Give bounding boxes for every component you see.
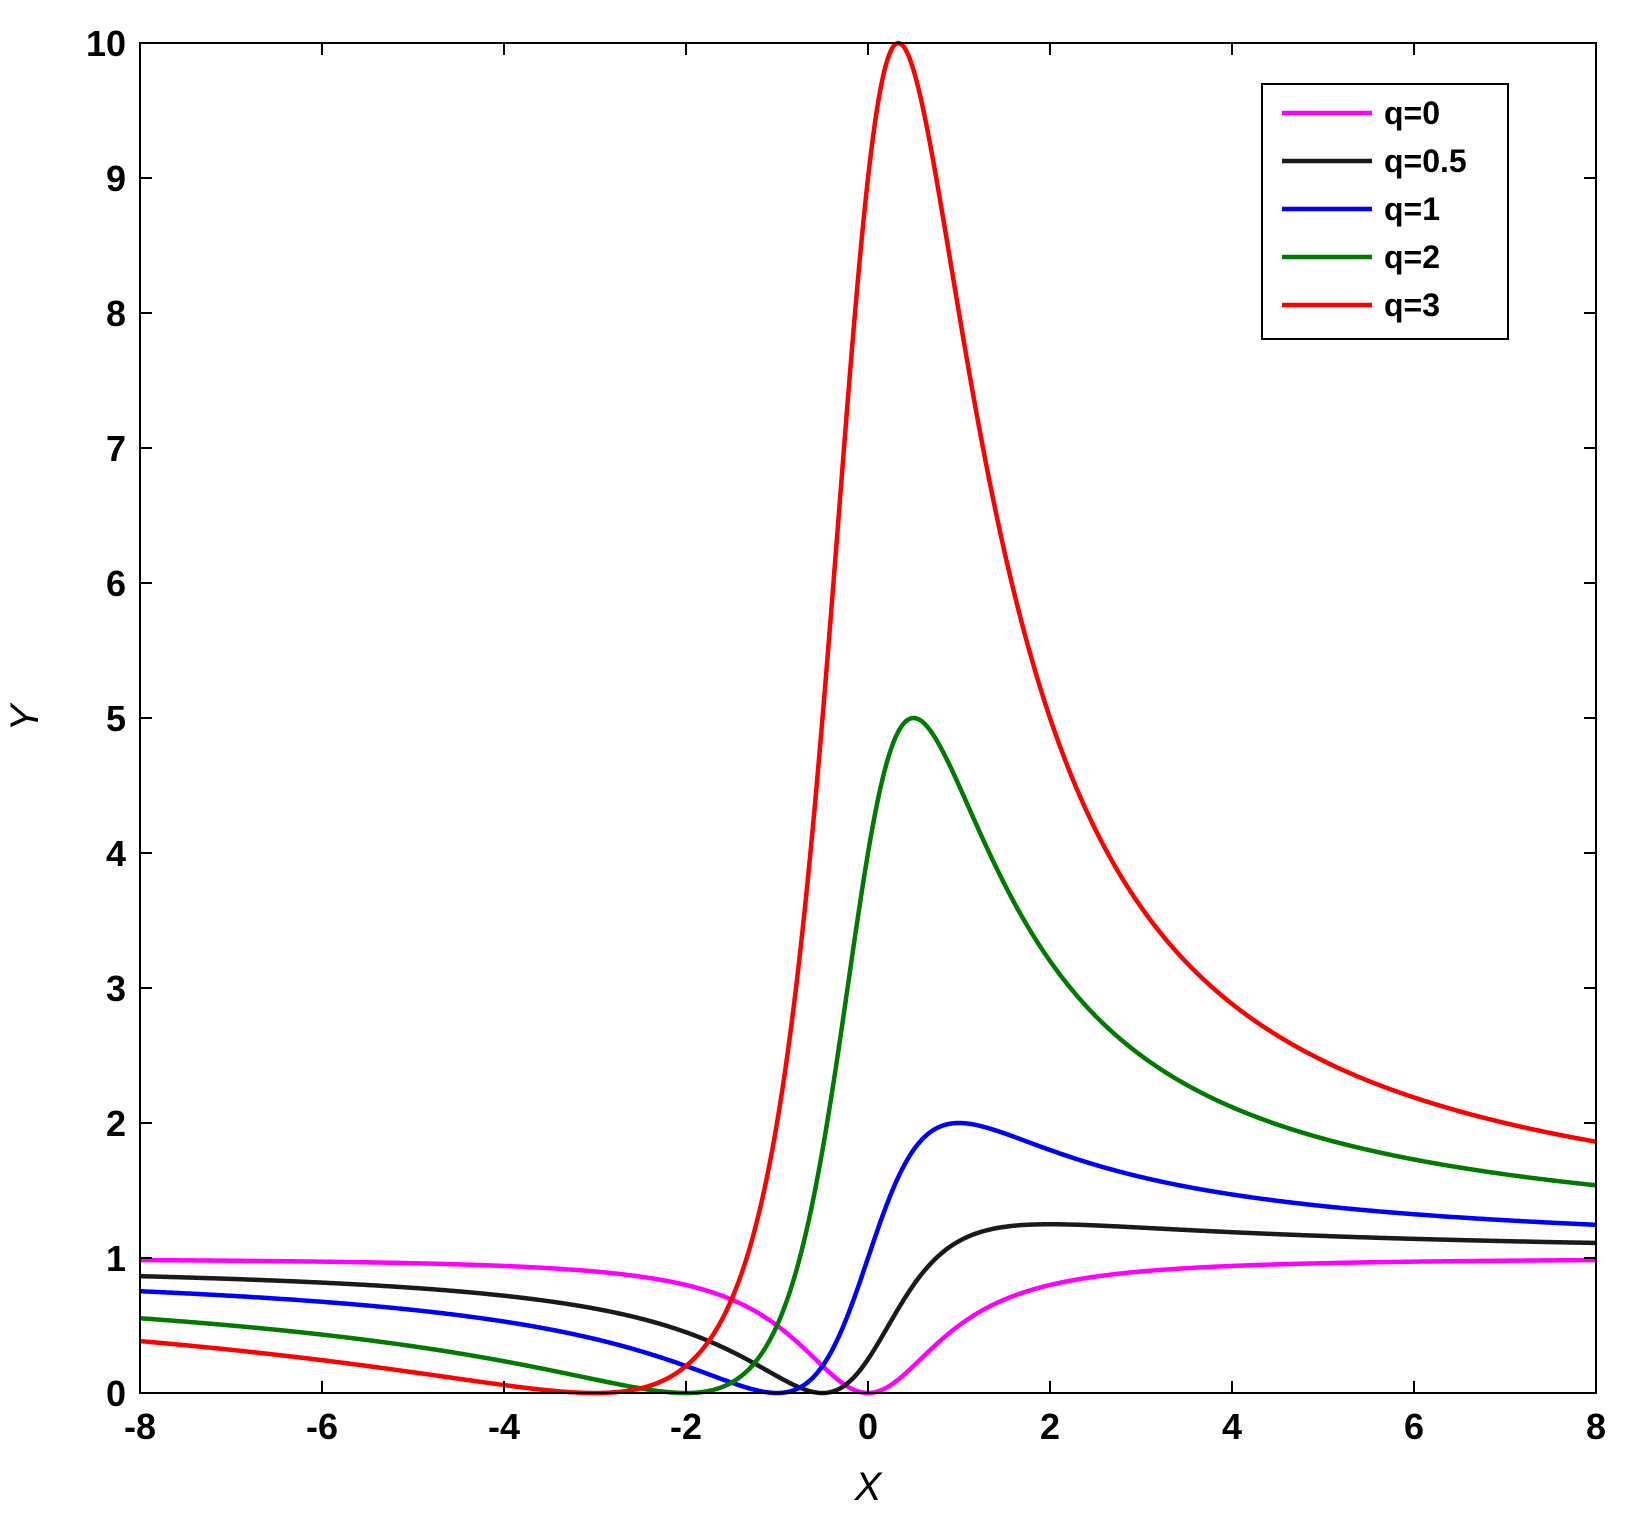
- x-tick-label: -6: [306, 1406, 338, 1447]
- legend-label: q=0: [1384, 95, 1440, 131]
- legend-label: q=0.5: [1384, 143, 1467, 179]
- y-tick-label: 4: [106, 833, 126, 874]
- y-tick-label: 7: [106, 428, 126, 469]
- x-tick-label: 6: [1404, 1406, 1424, 1447]
- x-tick-label: 0: [858, 1406, 878, 1447]
- series-line-q-3: [139, 40, 1597, 1396]
- x-axis-ticks: -8 -6 -4 -2 0 2 4 6 8: [124, 43, 1606, 1447]
- x-tick-label: -4: [488, 1406, 520, 1447]
- x-tick-label: -2: [670, 1406, 702, 1447]
- y-tick-label: 10: [86, 23, 126, 64]
- series-curves: [139, 40, 1597, 1396]
- y-tick-label: 5: [106, 698, 126, 739]
- x-tick-label: 4: [1222, 1406, 1242, 1447]
- y-axis-label: Y: [3, 701, 47, 731]
- x-tick-label: 2: [1040, 1406, 1060, 1447]
- y-tick-label: 2: [106, 1103, 126, 1144]
- series-line-q-1: [139, 1120, 1597, 1396]
- series-line-q-2: [139, 715, 1597, 1396]
- legend-box: [1261, 83, 1509, 340]
- x-tick-label: 8: [1586, 1406, 1606, 1447]
- y-tick-label: 6: [106, 563, 126, 604]
- y-tick-label: 8: [106, 293, 126, 334]
- x-tick-label: -8: [124, 1406, 156, 1447]
- series-line-q-0-5: [139, 1222, 1597, 1396]
- y-tick-label: 9: [106, 158, 126, 199]
- legend-label: q=1: [1384, 191, 1440, 227]
- y-axis-ticks: 0 1 2 3 4 5 6 7 8 9 10: [86, 23, 1596, 1414]
- legend-label: q=2: [1384, 239, 1440, 275]
- x-axis-label: X: [854, 1465, 883, 1509]
- y-tick-label: 3: [106, 968, 126, 1009]
- legend-label: q=3: [1384, 287, 1440, 323]
- legend: q=0 q=0.5 q=1 q=2 q=3: [1261, 83, 1509, 340]
- y-tick-label: 0: [106, 1373, 126, 1414]
- y-tick-label: 1: [106, 1238, 126, 1279]
